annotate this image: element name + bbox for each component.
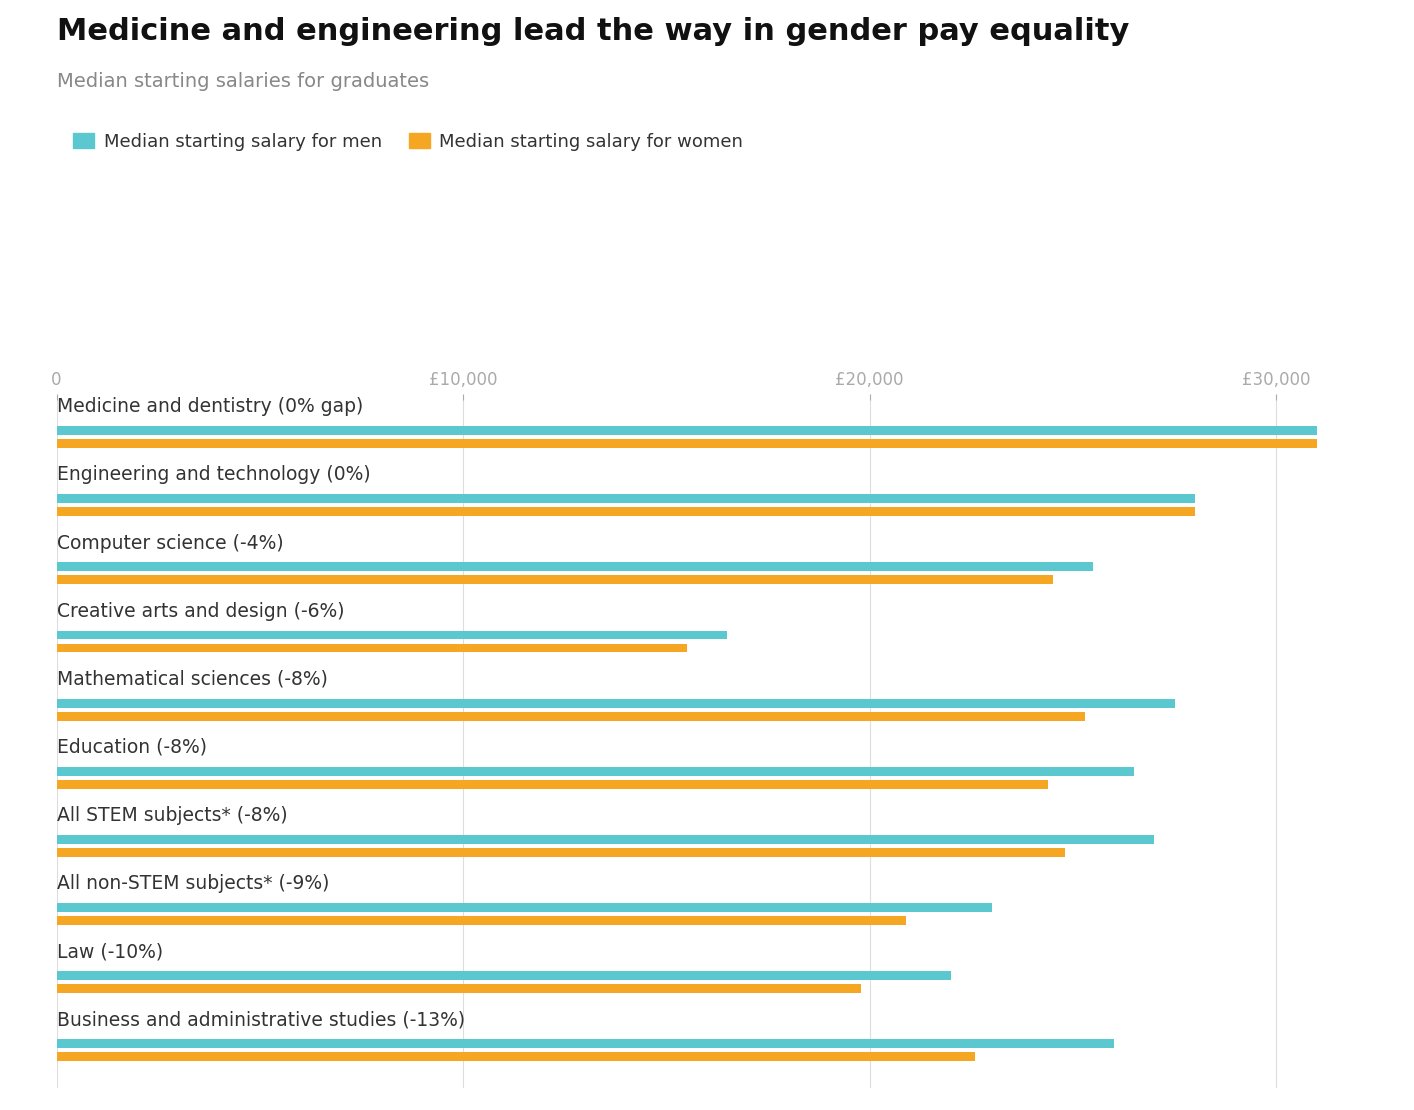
Text: Medicine and dentistry (0% gap): Medicine and dentistry (0% gap)	[57, 397, 363, 416]
Bar	[57, 563, 1093, 572]
Bar	[57, 494, 1195, 503]
Text: All non-STEM subjects* (-9%): All non-STEM subjects* (-9%)	[57, 875, 329, 894]
Bar	[57, 698, 1175, 707]
Bar	[57, 426, 1316, 435]
Text: Mathematical sciences (-8%): Mathematical sciences (-8%)	[57, 669, 328, 689]
Bar	[57, 767, 1134, 776]
Bar	[57, 440, 1316, 448]
Text: All STEM subjects* (-8%): All STEM subjects* (-8%)	[57, 806, 287, 825]
Bar	[57, 644, 687, 653]
Legend: Median starting salary for men, Median starting salary for women: Median starting salary for men, Median s…	[65, 125, 751, 158]
Text: Law (-10%): Law (-10%)	[57, 942, 163, 961]
Text: Business and administrative studies (-13%): Business and administrative studies (-13…	[57, 1010, 465, 1030]
Bar	[57, 712, 1085, 720]
Text: Engineering and technology (0%): Engineering and technology (0%)	[57, 465, 370, 484]
Bar	[57, 630, 727, 639]
Bar	[57, 971, 950, 980]
Bar	[57, 507, 1195, 516]
Text: Creative arts and design (-6%): Creative arts and design (-6%)	[57, 602, 344, 620]
Bar	[57, 1052, 976, 1061]
Text: Median starting salaries for graduates: Median starting salaries for graduates	[57, 72, 428, 91]
Text: Medicine and engineering lead the way in gender pay equality: Medicine and engineering lead the way in…	[57, 17, 1128, 46]
Bar	[57, 835, 1154, 844]
Bar	[57, 575, 1052, 584]
Text: Computer science (-4%): Computer science (-4%)	[57, 534, 283, 553]
Bar	[57, 848, 1065, 857]
Bar	[57, 780, 1049, 789]
Text: Education (-8%): Education (-8%)	[57, 738, 206, 757]
Bar	[57, 985, 861, 993]
Bar	[57, 904, 991, 912]
Bar	[57, 916, 906, 925]
Bar	[57, 1039, 1114, 1048]
